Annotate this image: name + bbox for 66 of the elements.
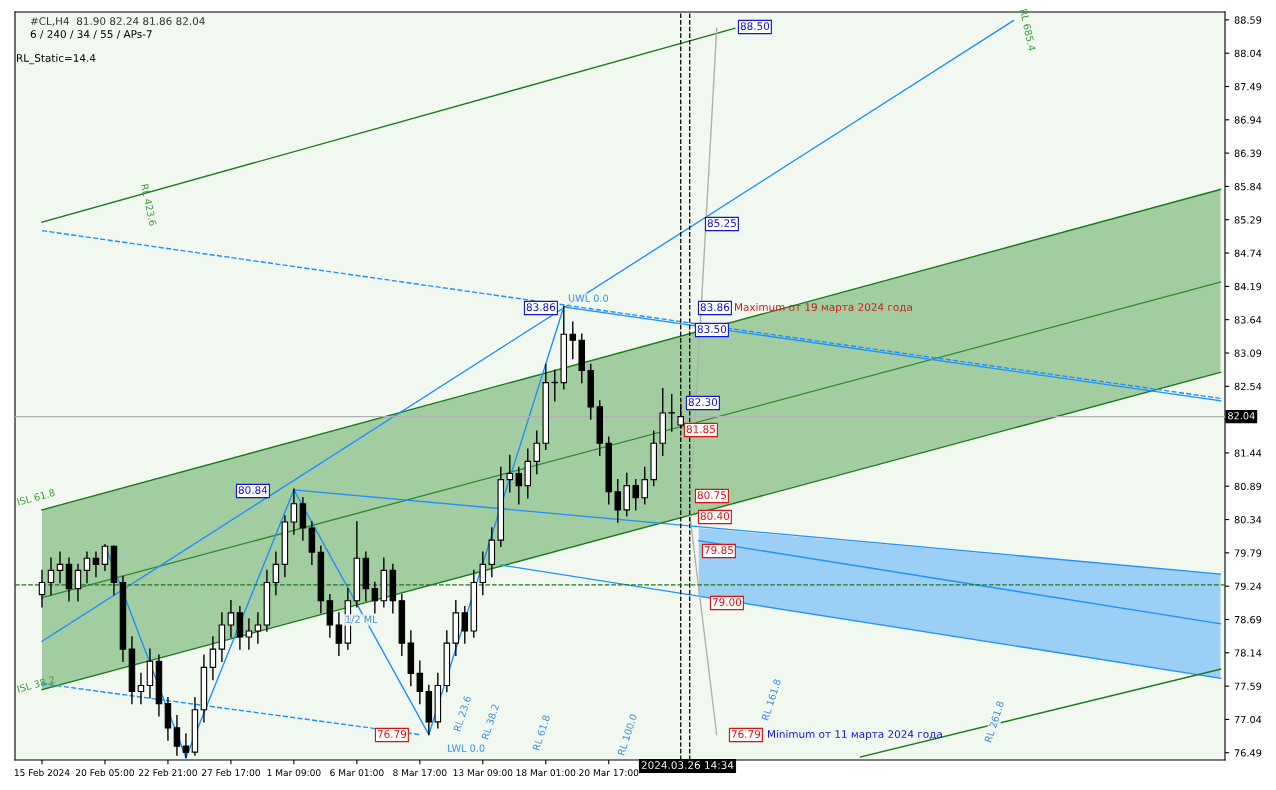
annotation: ISL 61.8 (16, 488, 56, 506)
y-tick-label: 85.84 (1234, 182, 1262, 191)
x-tick-label: 8 Mar 17:00 (393, 769, 447, 777)
x-tick-label: 1 Mar 09:00 (267, 769, 321, 777)
annotation: LWL 0.0 (447, 744, 485, 752)
annotation: RL 161.8 (761, 678, 782, 721)
y-tick-label: 86.94 (1234, 116, 1262, 124)
annotation: 83.86 (700, 303, 730, 312)
annotation: 88.50 (740, 22, 770, 31)
annotation: 80.75 (697, 491, 726, 500)
chart-title: #CL,H4 81.90 82.24 81.86 82.04 (30, 17, 205, 27)
x-tick-label: 18 Mar 01:00 (516, 769, 576, 777)
annotation: RL 23.6 (453, 695, 472, 732)
text: 2024.03.26 14:34 (641, 761, 734, 770)
y-tick-label: 88.59 (1234, 16, 1262, 24)
y-tick-label: 85.29 (1234, 216, 1262, 224)
annotation: RL 100.0 (617, 713, 638, 756)
y-tick-label: 83.64 (1234, 316, 1262, 324)
annotation: RL 61.8 (532, 714, 551, 751)
annotation: 76.79 (731, 730, 761, 739)
annotation: 83.86 (526, 303, 556, 312)
annotation: 82.30 (688, 398, 718, 407)
annotation: Minimum от 11 марта 2024 года (768, 729, 942, 741)
y-tick-label: 84.19 (1234, 282, 1262, 291)
x-tick-label: 13 Mar 09:00 (453, 769, 513, 777)
x-tick-label: 6 Mar 01:00 (330, 769, 384, 777)
y-tick-label: 87.49 (1234, 82, 1262, 91)
annotation: 83.50 (697, 325, 727, 334)
ref-line-label: 82.04 (1228, 412, 1255, 420)
x-tick-label: 27 Feb 17:00 (201, 769, 260, 777)
annotation: 81.85 (686, 425, 715, 434)
annotation: 85.25 (707, 219, 736, 228)
y-tick-label: 76.49 (1234, 749, 1262, 757)
y-tick-label: 84.74 (1234, 249, 1262, 257)
annotation: RL 38.2 (481, 703, 500, 740)
annotation: ISL 38.2 (16, 675, 55, 693)
annotation: RL 423.6 (140, 183, 157, 227)
y-tick-label: 82.54 (1234, 382, 1262, 391)
y-tick-label: 77.59 (1234, 682, 1262, 690)
annotation: RL 261.8 (984, 700, 1005, 743)
annotation: UWL 0.0 (568, 294, 609, 302)
y-tick-label: 77.04 (1234, 715, 1262, 724)
annotation: RL 685.4 (1019, 8, 1036, 52)
y-tick-label: 86.39 (1234, 149, 1262, 157)
annotation: RL_Static=14.4 (17, 53, 96, 65)
x-tick-label: 22 Feb 21:00 (138, 769, 197, 777)
y-tick-label: 79.24 (1234, 582, 1262, 591)
text: 6 / 240 / 34 / 55 / APs-7 (30, 30, 152, 39)
annotation: 79.85 (704, 546, 733, 555)
y-tick-label: 88.04 (1234, 49, 1262, 58)
x-tick-label: 15 Feb 2024 (14, 769, 70, 777)
y-tick-label: 81.44 (1234, 449, 1262, 457)
annotation: 79.00 (712, 598, 742, 607)
y-tick-label: 80.34 (1234, 516, 1262, 524)
annotation: 76.79 (377, 730, 407, 739)
y-tick-label: 83.09 (1234, 349, 1262, 357)
annotation: 80.84 (238, 486, 268, 495)
y-tick-label: 79.79 (1234, 549, 1262, 557)
annotation: 80.40 (700, 512, 730, 521)
y-tick-label: 80.89 (1234, 482, 1262, 491)
y-tick-label: 78.14 (1234, 649, 1262, 657)
annotation: Maximum от 19 марта 2024 года (735, 302, 912, 314)
y-tick-label: 78.69 (1234, 615, 1262, 624)
x-tick-label: 20 Feb 05:00 (76, 769, 134, 777)
x-tick-label: 20 Mar 17:00 (579, 769, 639, 777)
annotation: 1/2 ML (346, 615, 378, 624)
